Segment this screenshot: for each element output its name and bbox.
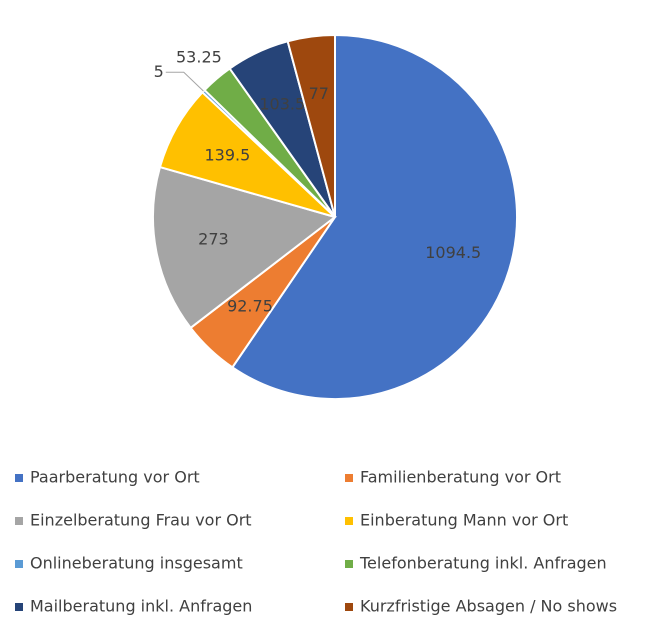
pie-slice	[152, 165, 338, 330]
data-label: 5	[154, 62, 164, 81]
leader-line	[165, 71, 204, 92]
data-label: 1094.5	[425, 243, 481, 262]
legend-label: Familienberatung vor Ort	[360, 468, 561, 487]
data-label: 77	[309, 84, 329, 103]
legend-label: Telefonberatung inkl. Anfragen	[359, 554, 607, 573]
data-label: 92.75	[227, 296, 273, 315]
legend-swatch	[15, 560, 23, 568]
legend-label: Einberatung Mann vor Ort	[360, 511, 568, 530]
legend-swatch	[15, 517, 23, 525]
pie-slice	[231, 33, 518, 400]
data-label: 139.5	[204, 145, 250, 164]
legend-label: Kurzfristige Absagen / No shows	[360, 597, 617, 616]
legend-label: Mailberatung inkl. Anfragen	[30, 597, 252, 616]
legend-swatch	[15, 603, 23, 611]
data-label: 103.5	[259, 95, 305, 114]
pie-slice	[286, 33, 336, 218]
legend-swatch	[345, 474, 353, 482]
legend-label: Paarberatung vor Ort	[30, 468, 200, 487]
legend-swatch	[345, 560, 353, 568]
data-label: 273	[198, 230, 229, 249]
data-label: 53.25	[176, 47, 222, 66]
legend-label: Einzelberatung Frau vor Ort	[30, 511, 252, 530]
legend-swatch	[15, 474, 23, 482]
legend-label: Onlineberatung insgesamt	[30, 554, 243, 573]
legend-swatch	[345, 517, 353, 525]
legend-swatch	[345, 603, 353, 611]
